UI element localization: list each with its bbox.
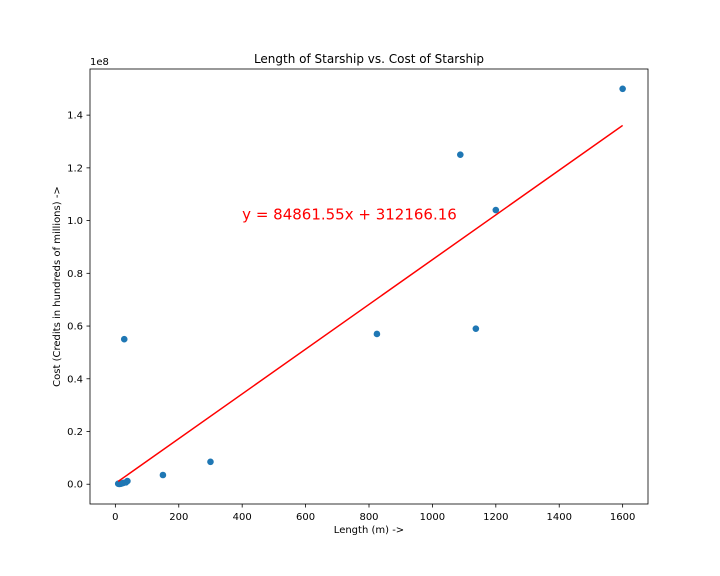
x-tick-label: 400 [233,512,252,523]
regression-line [117,124,624,483]
x-tick-label: 0 [112,512,118,523]
data-point [492,206,500,214]
data-point [457,151,464,158]
y-tick-label: 1.0 [67,216,83,227]
x-tick-label: 1400 [547,512,572,523]
regression-equation-annotation: y = 84861.55x + 312166.16 [242,206,457,224]
x-tick-label: 200 [169,512,188,523]
y-axis-offset-label: 1e8 [90,57,109,68]
y-tick-label: 0.2 [67,427,83,438]
y-tick-label: 0.4 [67,374,83,385]
x-tick-label: 600 [296,512,315,523]
y-tick-label: 1.4 [67,111,83,122]
x-tick-label: 1600 [610,512,635,523]
plot-frame [89,68,649,505]
data-point [159,471,167,479]
x-axis-ticks: 0 200 400 600 800 1000 1200 1400 1600 [112,504,635,523]
x-tick-label: 800 [359,512,378,523]
y-tick-label: 0.6 [67,322,83,333]
data-point [472,325,480,332]
y-tick-label: 0.0 [67,480,83,491]
data-point [120,335,128,343]
chart-title: Length of Starship vs. Cost of Starship [254,52,484,66]
data-point [619,85,626,93]
x-axis-label: Length (m) -> [334,525,404,536]
y-axis-ticks: 0.0 0.2 0.4 0.6 0.8 1.0 1.2 1.4 [67,111,90,491]
y-tick-label: 1.2 [67,163,83,174]
x-tick-label: 1000 [420,512,445,523]
y-axis-label: Cost (Credits in hundreds of millions) -… [52,186,63,387]
x-tick-label: 1200 [483,512,508,523]
data-points [114,85,626,488]
data-point [124,477,131,485]
data-point [373,330,381,338]
y-tick-label: 0.8 [67,269,83,280]
data-point [207,458,214,466]
